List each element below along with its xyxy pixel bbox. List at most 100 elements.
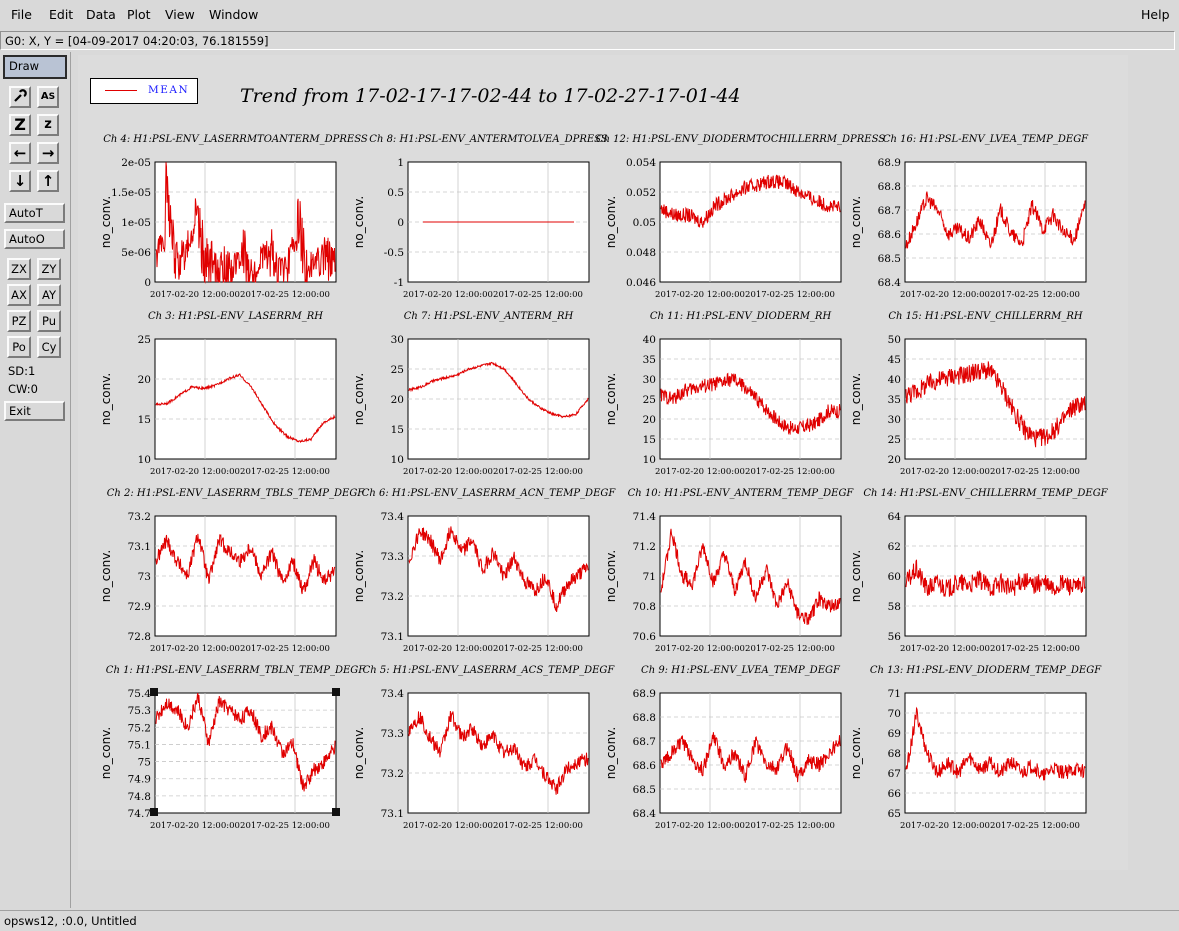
x-tick-label: 2017-02-25 12:00:00 [990, 290, 1080, 300]
chart-title: Ch 9: H1:PSL-ENV_LVEA_TEMP_DEGF [641, 665, 841, 676]
chart-title: Ch 7: H1:PSL-ENV_ANTERM_RH [404, 311, 574, 322]
data-trace [660, 732, 841, 783]
x-tick-label: 2017-02-25 12:00:00 [240, 290, 330, 300]
zoom-icon[interactable]: Z [9, 114, 31, 136]
zx-button[interactable]: ZX [7, 258, 31, 280]
y-tick-label: 68.7 [633, 736, 656, 748]
x-tick-label: 2017-02-20 12:00:00 [655, 467, 745, 477]
y-tick-label: 62 [888, 541, 901, 553]
chart-title: Ch 15: H1:PSL-ENV_CHILLERRM_RH [888, 311, 1083, 322]
y-tick-label: 15 [138, 414, 151, 426]
y-tick-label: 20 [138, 374, 151, 386]
pz-button[interactable]: PZ [7, 310, 31, 332]
y-tick-label: 0 [144, 277, 151, 289]
menu-file[interactable]: File [11, 7, 32, 22]
data-trace [660, 174, 841, 228]
data-trace [155, 533, 336, 595]
y-axis-label: no_conv. [604, 373, 618, 425]
x-tick-label: 2017-02-25 12:00:00 [990, 821, 1080, 831]
y-tick-label: 0.5 [387, 187, 404, 199]
selection-handle-br[interactable] [332, 808, 340, 816]
po-button[interactable]: Po [7, 336, 31, 358]
data-trace [408, 710, 589, 795]
axis-scale-icon[interactable]: AS [37, 86, 59, 108]
y-tick-label: 0.054 [626, 157, 656, 169]
y-tick-label: 5e-06 [121, 247, 151, 259]
x-tick-label: 2017-02-25 12:00:00 [493, 467, 583, 477]
y-tick-label: 25 [138, 334, 151, 346]
y-tick-label: 15 [643, 434, 656, 446]
y-tick-label: 73.4 [381, 511, 405, 523]
y-tick-label: 68.5 [633, 784, 656, 796]
y-axis-label: no_conv. [352, 550, 366, 602]
y-tick-label: 45 [888, 354, 901, 366]
y-tick-label: 75.1 [128, 739, 151, 751]
chart-title: Ch 8: H1:PSL-ENV_ANTERMTOLVEA_DPRESS [369, 134, 608, 145]
ay-button[interactable]: AY [37, 284, 61, 306]
chart-title: Ch 11: H1:PSL-ENV_DIODERM_RH [650, 311, 832, 322]
y-tick-label: 0 [397, 217, 404, 229]
auto-t-button[interactable]: AutoT [4, 203, 65, 223]
y-tick-label: 74.7 [128, 808, 151, 820]
arrow-up-icon[interactable]: ↑ [37, 170, 59, 192]
chart-title: Ch 3: H1:PSL-ENV_LASERRM_RH [148, 311, 323, 322]
y-tick-label: 40 [888, 374, 901, 386]
y-tick-label: 69 [888, 728, 901, 740]
y-axis-label: no_conv. [99, 550, 113, 602]
x-tick-label: 2017-02-25 12:00:00 [745, 290, 835, 300]
y-tick-label: 56 [888, 631, 902, 643]
x-tick-label: 2017-02-20 12:00:00 [150, 644, 240, 654]
menu-data[interactable]: Data [86, 7, 116, 22]
y-tick-label: 30 [888, 414, 901, 426]
cy-button[interactable]: Cy [37, 336, 61, 358]
x-tick-label: 2017-02-25 12:00:00 [493, 290, 583, 300]
menu-edit[interactable]: Edit [49, 7, 74, 22]
zoom-small-icon[interactable]: z [37, 114, 59, 136]
data-trace [905, 361, 1086, 448]
y-tick-label: 1e-05 [121, 217, 151, 229]
data-trace [155, 373, 336, 444]
pu-button[interactable]: Pu [37, 310, 61, 332]
chart-title: Ch 13: H1:PSL-ENV_DIODERM_TEMP_DEGF [870, 665, 1102, 676]
y-tick-label: 75.4 [128, 688, 152, 700]
cw-label: CW:0 [8, 382, 38, 396]
menu-plot[interactable]: Plot [127, 7, 151, 22]
y-axis-label: no_conv. [604, 550, 618, 602]
menu-view[interactable]: View [165, 7, 195, 22]
chart-title: Ch 16: H1:PSL-ENV_LVEA_TEMP_DEGF [883, 134, 1089, 145]
data-trace [660, 528, 841, 625]
y-axis-label: no_conv. [352, 727, 366, 779]
selection-handle-tr[interactable] [332, 688, 340, 696]
chart-title: Ch 2: H1:PSL-ENV_LASERRM_TBLS_TEMP_DEGF [107, 488, 366, 499]
menu-window[interactable]: Window [209, 7, 259, 22]
x-tick-label: 2017-02-20 12:00:00 [655, 290, 745, 300]
y-tick-label: 71.4 [633, 511, 657, 523]
y-tick-label: 71 [643, 571, 656, 583]
y-tick-label: -0.5 [384, 247, 404, 259]
y-tick-label: 0.046 [626, 277, 656, 289]
menu-help[interactable]: Help [1141, 7, 1170, 22]
y-tick-label: 72.9 [128, 601, 151, 613]
selection-handle-tl[interactable] [150, 688, 158, 696]
x-tick-label: 2017-02-25 12:00:00 [990, 644, 1080, 654]
y-tick-label: 20 [888, 454, 901, 466]
selection-handle-bl[interactable] [150, 808, 158, 816]
y-tick-label: 73.1 [381, 808, 404, 820]
arrow-right-icon[interactable]: → [37, 142, 59, 164]
y-tick-label: 73.3 [381, 551, 404, 563]
y-axis-label: no_conv. [604, 727, 618, 779]
y-tick-label: 75 [138, 757, 151, 769]
data-trace [155, 162, 336, 284]
ax-button[interactable]: AX [7, 284, 31, 306]
arrow-left-icon[interactable]: ← [9, 142, 31, 164]
arrow-down-icon[interactable]: ↓ [9, 170, 31, 192]
y-tick-label: 0.052 [626, 187, 656, 199]
auto-o-button[interactable]: AutoO [4, 229, 65, 249]
zy-button[interactable]: ZY [37, 258, 61, 280]
exit-button[interactable]: Exit [4, 401, 65, 421]
wrench-icon[interactable] [9, 86, 31, 108]
y-tick-label: 68.8 [878, 181, 901, 193]
data-trace [660, 372, 841, 435]
x-tick-label: 2017-02-20 12:00:00 [900, 821, 990, 831]
draw-button[interactable]: Draw [3, 55, 67, 79]
